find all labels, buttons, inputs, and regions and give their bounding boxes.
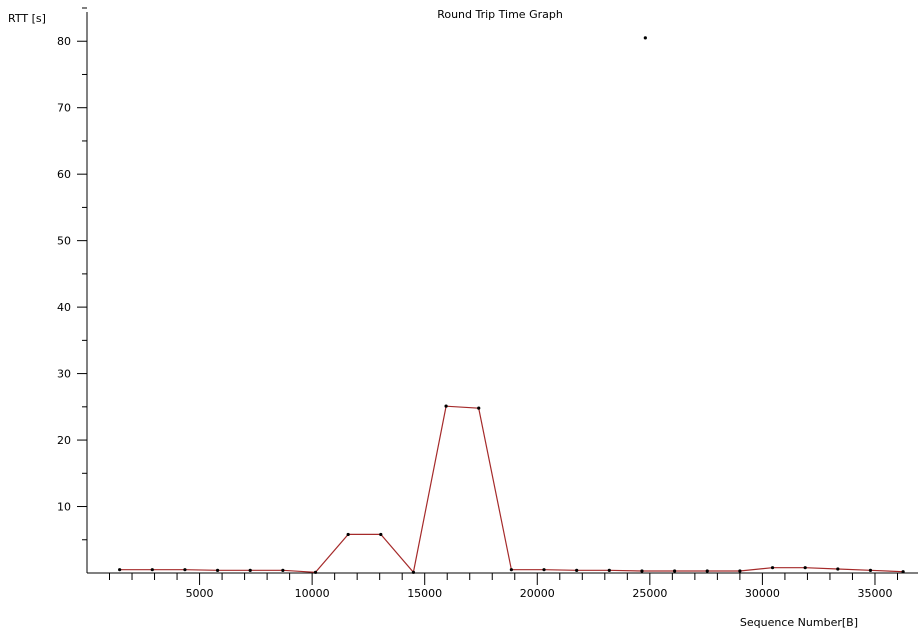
x-tick-label: 20000 [520,587,555,600]
rtt-data-point [738,569,742,573]
rtt-data-point [411,570,416,574]
rtt-data-point [542,568,546,572]
rtt-data-point [803,566,807,570]
x-tick-label: 15000 [407,587,442,600]
rtt-data-point [770,566,775,570]
rtt-data-point [705,569,709,573]
rtt-data-point [509,568,513,572]
y-tick-label: 50 [57,235,71,248]
series-layer [119,405,904,574]
y-tick-label: 80 [57,35,71,48]
rtt-data-point [901,570,905,574]
x-axis-title: Sequence Number[B] [740,616,858,629]
rtt-data-point [444,404,448,408]
rtt-data-point [346,532,350,537]
axes: 10 20 30 40 50 60 70 80 5000 10000 15000 20000 25000… [57,7,918,600]
rtt-data-point [281,568,285,572]
rtt-data-point [607,568,611,572]
rtt-data-point [673,569,677,573]
y-tick-label: 40 [57,301,71,314]
rtt-data-point [150,568,154,572]
rtt-data-point [379,532,383,537]
rtt-data-point [313,570,318,574]
x-tick-label: 5000 [186,587,214,600]
rtt-data-point [575,568,579,572]
rtt-data-point [183,568,187,572]
rtt-series-line [119,405,904,574]
rtt-data-point [868,568,873,572]
x-tick-label: 25000 [632,587,667,600]
rtt-data-point [118,568,122,572]
rtt-data-point [836,567,840,571]
chart-title: Round Trip Time Graph [437,8,563,21]
y-tick-label: 30 [57,368,71,381]
y-tick-label: 10 [57,501,71,514]
y-tick-label: 70 [57,102,71,115]
rtt-data-point [215,568,220,572]
y-tick-label: 60 [57,168,71,181]
rtt-data-point [248,568,252,572]
y-axis-title: RTT [s] [8,12,46,25]
y-tick-label: 20 [57,434,71,447]
rtt-outlier-point [643,36,647,40]
rtt-data-point [640,569,644,573]
x-tick-label: 35000 [857,587,892,600]
rtt-data-point [477,406,481,410]
x-tick-label: 30000 [745,587,780,600]
points-layer [118,36,905,574]
x-tick-label: 10000 [295,587,330,600]
